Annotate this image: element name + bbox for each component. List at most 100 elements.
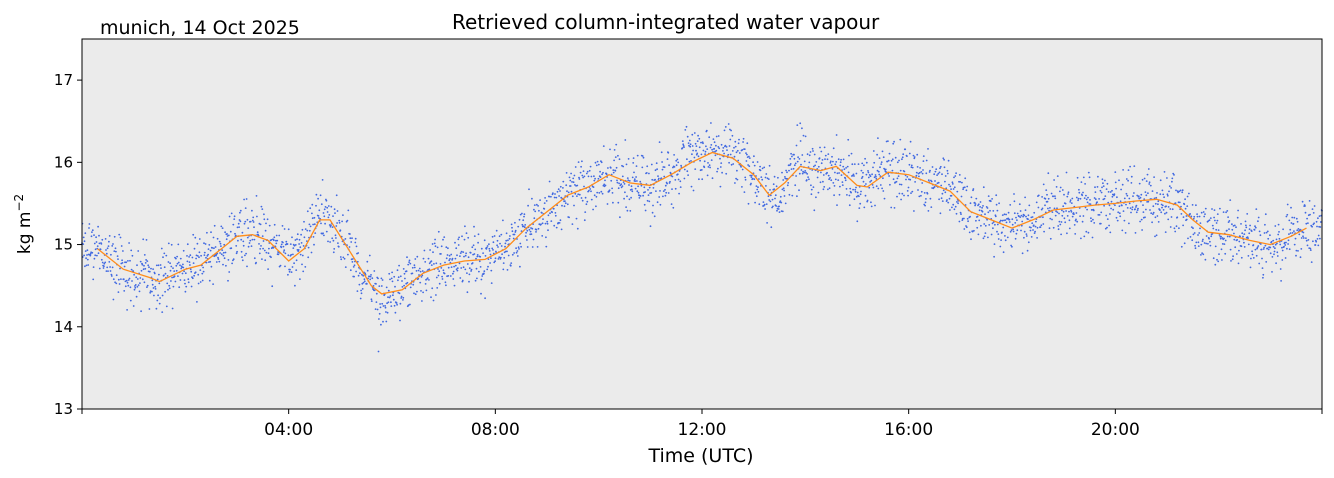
retrieval-point <box>435 294 437 296</box>
retrieval-point <box>957 202 959 205</box>
retrieval-point <box>1002 226 1005 229</box>
retrieval-point <box>518 248 520 250</box>
retrieval-point <box>1184 198 1186 201</box>
retrieval-point <box>668 164 670 167</box>
retrieval-point <box>1059 190 1061 193</box>
retrieval-point <box>602 145 605 148</box>
retrieval-point <box>631 188 633 191</box>
retrieval-point <box>899 138 902 141</box>
retrieval-point <box>117 278 120 281</box>
retrieval-point <box>418 267 421 270</box>
retrieval-point <box>615 166 618 169</box>
retrieval-point <box>413 266 416 269</box>
retrieval-point <box>1042 216 1044 219</box>
retrieval-point <box>237 222 240 225</box>
retrieval-point <box>104 261 107 264</box>
retrieval-point <box>513 233 516 236</box>
retrieval-point <box>377 350 380 353</box>
retrieval-point <box>568 216 570 219</box>
retrieval-point <box>400 297 403 299</box>
retrieval-point <box>1209 217 1212 220</box>
retrieval-point <box>864 157 866 160</box>
retrieval-point <box>1231 228 1234 231</box>
retrieval-point <box>563 205 566 208</box>
retrieval-point <box>1046 193 1048 196</box>
retrieval-point <box>1257 216 1260 219</box>
retrieval-point <box>102 267 105 269</box>
retrieval-point <box>645 172 648 174</box>
retrieval-point <box>94 248 97 251</box>
retrieval-point <box>156 278 159 281</box>
retrieval-point <box>327 216 330 219</box>
retrieval-point <box>91 231 93 234</box>
retrieval-point <box>1249 266 1252 269</box>
retrieval-point <box>775 205 778 207</box>
retrieval-point <box>641 166 644 169</box>
retrieval-point <box>657 177 660 180</box>
retrieval-point <box>182 266 185 269</box>
retrieval-point <box>1100 191 1103 194</box>
retrieval-point <box>595 195 598 198</box>
retrieval-point <box>552 192 554 195</box>
retrieval-point <box>285 240 288 243</box>
retrieval-point <box>742 141 744 143</box>
retrieval-point <box>922 169 924 171</box>
retrieval-point <box>1205 235 1208 237</box>
retrieval-point <box>778 211 781 214</box>
retrieval-point <box>1056 207 1058 210</box>
retrieval-point <box>1289 232 1292 235</box>
retrieval-point <box>741 186 743 188</box>
retrieval-point <box>184 282 186 285</box>
retrieval-point <box>944 191 947 194</box>
retrieval-point <box>353 264 356 267</box>
retrieval-point <box>197 273 200 276</box>
retrieval-point <box>529 230 532 233</box>
retrieval-point <box>776 209 778 212</box>
retrieval-point <box>465 252 467 255</box>
retrieval-point <box>1138 197 1141 200</box>
retrieval-point <box>788 169 790 172</box>
retrieval-point <box>209 249 212 252</box>
retrieval-point <box>355 270 357 273</box>
retrieval-point <box>1051 211 1054 214</box>
retrieval-point <box>850 152 853 155</box>
retrieval-point <box>222 263 224 266</box>
retrieval-point <box>414 293 417 296</box>
retrieval-point <box>462 251 465 254</box>
retrieval-point <box>98 242 101 245</box>
retrieval-point <box>492 249 494 251</box>
retrieval-point <box>314 232 317 235</box>
retrieval-point <box>688 160 691 163</box>
retrieval-point <box>909 140 912 143</box>
retrieval-point <box>848 154 850 157</box>
retrieval-point <box>846 194 848 196</box>
retrieval-point <box>1125 178 1128 180</box>
retrieval-point <box>356 290 359 292</box>
retrieval-point <box>752 161 754 164</box>
retrieval-point <box>1220 248 1223 251</box>
retrieval-point <box>832 147 835 150</box>
retrieval-point <box>1106 218 1109 221</box>
retrieval-point <box>1221 259 1223 261</box>
retrieval-point <box>597 177 600 180</box>
retrieval-point <box>1134 232 1137 234</box>
retrieval-point <box>1014 222 1017 224</box>
retrieval-point <box>488 243 490 246</box>
retrieval-point <box>1119 200 1122 203</box>
retrieval-point <box>759 165 761 168</box>
retrieval-point <box>975 219 977 222</box>
retrieval-point <box>704 150 707 153</box>
retrieval-point <box>504 245 506 248</box>
retrieval-point <box>634 187 637 190</box>
retrieval-point <box>881 187 883 190</box>
retrieval-point <box>275 242 278 245</box>
retrieval-point <box>842 158 845 161</box>
retrieval-point <box>930 206 933 209</box>
retrieval-point <box>1317 234 1320 237</box>
chart-title: Retrieved column-integrated water vapour <box>452 10 880 34</box>
retrieval-point <box>877 137 879 140</box>
retrieval-point <box>148 270 151 273</box>
retrieval-point <box>797 156 799 159</box>
retrieval-point <box>735 151 738 154</box>
retrieval-point <box>1001 219 1004 222</box>
